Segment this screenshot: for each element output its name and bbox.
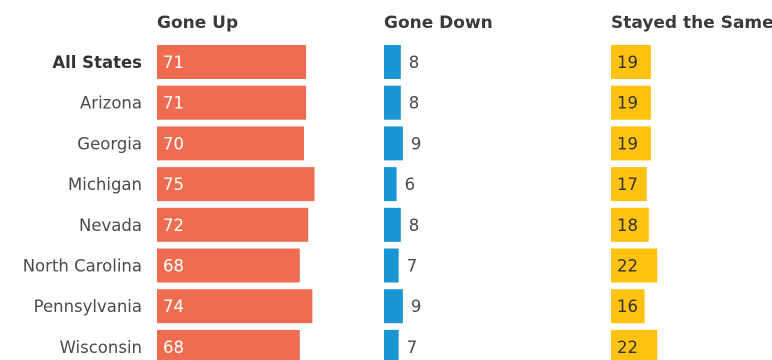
bar-stayed-the-same-georgia bbox=[611, 126, 651, 161]
value-label-gone-down-pennsylvania: 9 bbox=[411, 297, 422, 316]
bar-gone-down-north-carolina bbox=[384, 248, 399, 283]
value-label-gone-down-nevada: 8 bbox=[409, 216, 420, 235]
value-label-gone-down-arizona: 8 bbox=[409, 94, 420, 113]
row-label-north-carolina: North Carolina bbox=[23, 257, 142, 276]
value-label-gone-up-georgia: 70 bbox=[163, 134, 184, 153]
value-label-gone-up-all-states: 71 bbox=[163, 53, 184, 72]
bar-gone-down-arizona bbox=[384, 85, 401, 120]
value-label-stayed-the-same-arizona: 19 bbox=[617, 94, 638, 113]
row-label-nevada: Nevada bbox=[79, 216, 142, 235]
value-label-gone-up-pennsylvania: 74 bbox=[163, 297, 184, 316]
bar-gone-up-north-carolina bbox=[157, 248, 300, 283]
bar-gone-down-wisconsin bbox=[384, 329, 399, 360]
bar-gone-down-all-states bbox=[384, 45, 401, 79]
value-label-gone-down-michigan: 6 bbox=[405, 175, 416, 194]
row-label-pennsylvania: Pennsylvania bbox=[34, 297, 142, 316]
bar-stayed-the-same-nevada bbox=[611, 207, 649, 242]
value-label-gone-up-nevada: 72 bbox=[163, 216, 184, 235]
bar-gone-up-wisconsin bbox=[157, 329, 300, 360]
row-label-georgia: Georgia bbox=[77, 134, 142, 153]
bar-gone-down-georgia bbox=[384, 126, 403, 161]
value-label-gone-down-all-states: 8 bbox=[409, 53, 420, 72]
value-label-gone-up-arizona: 71 bbox=[163, 94, 184, 113]
value-label-stayed-the-same-michigan: 17 bbox=[617, 175, 638, 194]
row-label-wisconsin: Wisconsin bbox=[60, 338, 142, 357]
bar-stayed-the-same-arizona bbox=[611, 85, 651, 120]
row-label-all-states: All States bbox=[52, 53, 142, 72]
value-label-stayed-the-same-wisconsin: 22 bbox=[617, 338, 638, 357]
header-stayed-the-same: Stayed the Same bbox=[611, 13, 772, 33]
bar-gone-up-arizona bbox=[157, 85, 307, 120]
value-label-gone-up-wisconsin: 68 bbox=[163, 338, 184, 357]
value-label-gone-up-michigan: 75 bbox=[163, 175, 184, 194]
value-label-stayed-the-same-pennsylvania: 16 bbox=[617, 297, 638, 316]
bar-stayed-the-same-wisconsin bbox=[611, 329, 658, 360]
value-label-stayed-the-same-all-states: 19 bbox=[617, 53, 638, 72]
value-label-stayed-the-same-nevada: 18 bbox=[617, 216, 638, 235]
value-label-stayed-the-same-georgia: 19 bbox=[617, 134, 638, 153]
bar-gone-up-pennsylvania bbox=[157, 289, 313, 324]
bar-stayed-the-same-michigan bbox=[611, 167, 647, 202]
bar-stayed-the-same-pennsylvania bbox=[611, 289, 645, 324]
bar-gone-down-michigan bbox=[384, 167, 397, 202]
value-label-gone-down-north-carolina: 7 bbox=[407, 257, 418, 276]
bar-stayed-the-same-north-carolina bbox=[611, 248, 658, 283]
value-label-stayed-the-same-north-carolina: 22 bbox=[617, 257, 638, 276]
bar-gone-down-nevada bbox=[384, 207, 401, 242]
bar-gone-up-georgia bbox=[157, 126, 304, 161]
row-label-michigan: Michigan bbox=[68, 175, 142, 194]
bar-gone-up-nevada bbox=[157, 207, 309, 242]
value-label-gone-up-north-carolina: 68 bbox=[163, 257, 184, 276]
bar-gone-down-pennsylvania bbox=[384, 289, 403, 324]
value-label-gone-down-georgia: 9 bbox=[411, 134, 422, 153]
value-label-gone-down-wisconsin: 7 bbox=[407, 338, 418, 357]
row-label-arizona: Arizona bbox=[80, 94, 142, 113]
bar-gone-up-all-states bbox=[157, 45, 307, 79]
bar-gone-up-michigan bbox=[157, 167, 315, 202]
header-gone-up: Gone Up bbox=[157, 13, 238, 33]
header-gone-down: Gone Down bbox=[384, 13, 493, 33]
bar-stayed-the-same-all-states bbox=[611, 45, 651, 79]
